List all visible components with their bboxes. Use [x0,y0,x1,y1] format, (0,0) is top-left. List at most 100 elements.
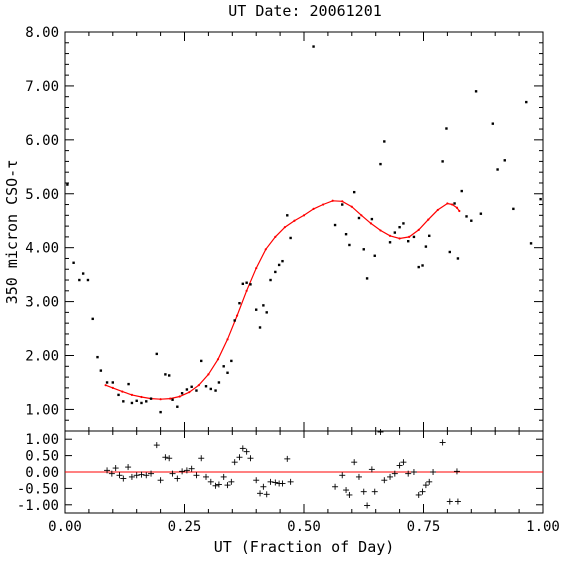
residual-point [415,491,422,498]
data-point [122,400,125,403]
residual-y-tick-label: 0.50 [25,449,59,465]
x-tick-label: 0.75 [407,519,441,535]
fit-marker [417,228,420,231]
fit-curve-group [104,199,461,401]
fit-marker [360,214,363,217]
data-point [105,381,109,384]
data-point [333,223,337,227]
residual-point [364,502,371,509]
data-point [168,374,171,377]
data-point [289,236,292,240]
fit-marker [398,237,401,240]
fit-marker [455,206,459,209]
residual-point [400,459,407,466]
residual-point [257,490,264,497]
residual-point [198,455,205,462]
fit-marker [197,384,200,387]
data-point [130,401,134,405]
fit-marker [104,384,107,387]
fit-marker [274,235,277,238]
residual-point [133,472,140,479]
residual-point [243,448,250,455]
residual-point [247,455,254,462]
data-point [474,90,478,93]
residual-point [422,482,429,489]
residual-point [125,464,132,471]
fit-marker [235,314,239,317]
main-y-tick-label: 2.00 [25,349,59,365]
data-point [258,326,262,329]
x-ticks: 0.00 0.25 0.50 0.75 1.00 [48,32,560,535]
data-point [135,399,138,403]
main-y-tick-label: 1.00 [25,402,59,418]
residual-point [253,477,260,484]
residual-point [148,470,155,477]
residual-point [439,439,446,446]
fit-marker [388,234,392,237]
data-point [491,122,495,125]
residual-point [381,477,388,484]
data-point [164,373,167,376]
fit-marker [245,289,248,292]
data-point [145,400,148,403]
residual-point [224,482,231,489]
data-point [453,202,456,205]
residual-point [396,462,403,469]
residual-point [453,468,460,475]
data-point [81,272,85,275]
data-point [274,270,277,274]
data-point [185,388,189,391]
residual-point [339,472,346,479]
data-point [171,398,174,401]
residual-point [112,465,119,472]
residual-point [128,473,135,480]
main-y-tick-label: 6.00 [25,133,59,149]
data-point [448,250,451,254]
data-point [155,352,158,356]
data-point [312,45,315,48]
data-point [96,355,99,359]
fit-curve [105,200,460,400]
residual-point [284,455,291,462]
main-panel-frame [64,31,544,432]
residual-point [410,469,417,475]
residual-point [332,483,339,490]
data-point [99,369,103,372]
residual-point [239,445,246,452]
residual-points-group [104,429,461,509]
data-point [402,222,405,225]
fit-marker [331,199,334,202]
data-point [233,319,236,322]
fit-marker [226,338,229,341]
data-point [241,282,245,286]
data-point [127,382,130,386]
main-y-tick-label: 7.00 [25,79,59,95]
residual-point [220,473,227,480]
residual-point [391,470,398,477]
data-point [195,389,198,392]
data-points-group [66,45,542,414]
data-point [421,264,424,267]
x-tick-label: 0.25 [168,519,202,535]
x-tick-label: 1.00 [526,519,560,535]
residual-point [188,465,195,472]
residual-point [153,442,160,449]
data-point [265,311,268,314]
data-point [204,385,208,388]
data-point [117,393,120,397]
y-axis-label: 350 micron CSO-τ [3,160,21,305]
data-point [86,278,90,282]
fit-marker [178,395,181,398]
main-y-tick-label: 8.00 [25,25,59,41]
data-point [388,241,392,244]
residual-point [360,488,367,495]
residual-point [371,488,378,495]
data-point [445,127,448,130]
data-point [344,232,348,236]
residual-point [346,491,353,498]
x-tick-label: 0.00 [48,519,82,535]
residual-point [419,488,426,495]
fit-marker [451,203,454,206]
residual-y-tick-label: 0.00 [25,465,59,481]
data-point [417,265,420,269]
